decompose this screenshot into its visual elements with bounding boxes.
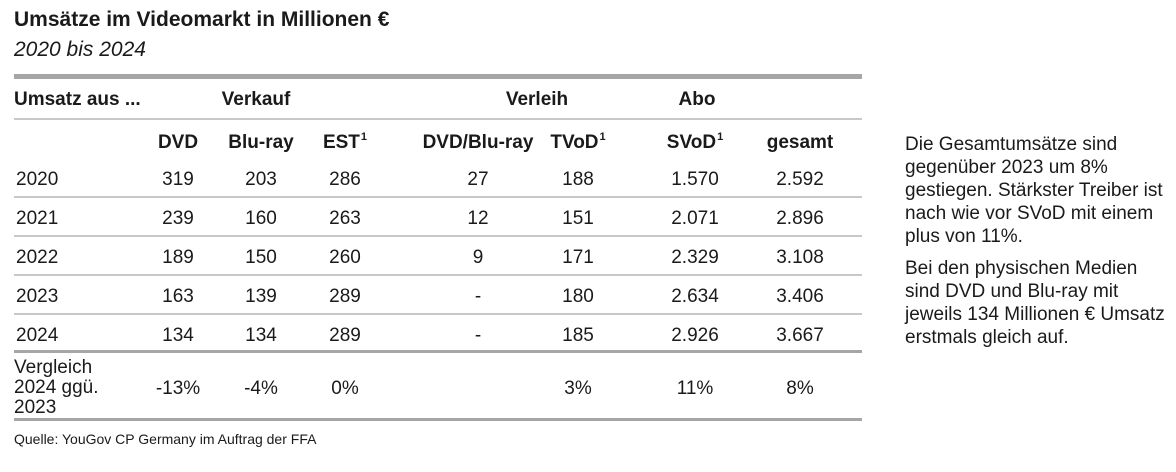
comparison-label-line: Vergleich <box>14 357 93 378</box>
comparison-label: Vergleich 2024 ggü. 2023 <box>14 358 134 418</box>
table-cell: 150 <box>245 247 277 268</box>
table-cell: 185 <box>562 325 594 346</box>
group-abo: Abo <box>678 89 716 110</box>
row-divider <box>14 313 862 315</box>
sidebar-paragraph: Die Gesamtumsätze sind gegenüber 2023 um… <box>905 134 1163 247</box>
table-cell: 2.071 <box>671 208 719 229</box>
table-cell: 319 <box>162 169 194 190</box>
column-header-label: SVoD <box>666 132 717 153</box>
table-cell: 286 <box>329 169 361 190</box>
table-cell: 188 <box>562 169 594 190</box>
table-cell: 2.926 <box>671 325 719 346</box>
bottom-rule <box>14 418 862 421</box>
table-cell: 134 <box>245 325 277 346</box>
table-cell: 3.667 <box>776 325 824 346</box>
comparison-cell: -13% <box>155 378 201 399</box>
comparison-cell: 0% <box>331 378 359 399</box>
column-header-label: TVoD <box>550 132 599 153</box>
table-row-year: 2024 <box>16 325 59 346</box>
comparison-cell: 11% <box>676 378 714 399</box>
sidebar-text: Die Gesamtumsätze sind gegenüber 2023 um… <box>905 133 1167 358</box>
group-verleih: Verleih <box>505 89 569 110</box>
table-cell: 289 <box>329 286 361 307</box>
column-header: SVoD1 <box>666 131 724 154</box>
header-rule <box>14 118 862 120</box>
row-divider <box>14 274 862 276</box>
comparison-label-line: 2024 ggü. <box>14 377 99 398</box>
table-cell: 12 <box>467 208 489 229</box>
table-cell: 3.108 <box>776 247 824 268</box>
column-header-label: gesamt <box>766 132 834 153</box>
comparison-cell: 8% <box>786 378 814 399</box>
table-cell: 171 <box>562 247 594 268</box>
row-divider <box>14 196 862 198</box>
table-cell: 2.329 <box>671 247 719 268</box>
row-divider <box>14 235 862 237</box>
table-cell: 139 <box>245 286 277 307</box>
table-cell: 263 <box>329 208 361 229</box>
group-verkauf: Verkauf <box>221 89 291 110</box>
column-header-label: EST <box>322 132 360 153</box>
column-header: TVoD1 <box>550 131 606 154</box>
table-row-year: 2023 <box>16 286 59 307</box>
column-header-label: Blu-ray <box>228 132 294 153</box>
table-cell: - <box>474 325 482 346</box>
table-row-header: Umsatz aus ... <box>14 89 141 110</box>
table-cell: 1.570 <box>671 169 719 190</box>
table-row-year: 2020 <box>16 169 59 190</box>
footnote-marker: 1 <box>717 131 724 143</box>
column-header: DVD <box>158 132 198 154</box>
column-header: Blu-ray <box>228 132 293 154</box>
table-cell: 180 <box>562 286 594 307</box>
column-header: EST1 <box>322 131 368 154</box>
table-cell: 2.896 <box>776 208 824 229</box>
page-title: Umsätze im Videomarkt in Millionen € <box>14 8 390 31</box>
column-header: gesamt <box>767 132 834 154</box>
table-cell: 160 <box>245 208 277 229</box>
table-cell: 260 <box>329 247 361 268</box>
table-row-year: 2021 <box>16 208 59 229</box>
table-cell: 2.634 <box>671 286 719 307</box>
table-cell: 151 <box>562 208 594 229</box>
table-cell: 134 <box>162 325 194 346</box>
table-cell: 3.406 <box>776 286 824 307</box>
footnote-marker: 1 <box>360 131 368 143</box>
comparison-cell: -4% <box>244 378 278 399</box>
comparison-label-line: 2023 <box>14 397 57 418</box>
page-subtitle: 2020 bis 2024 <box>14 38 146 61</box>
footnote-marker: 1 <box>599 131 606 143</box>
table-cell: 163 <box>162 286 194 307</box>
table-cell: 203 <box>245 169 277 190</box>
top-rule <box>14 74 862 79</box>
table-cell: - <box>474 286 482 307</box>
table-row-year: 2022 <box>16 247 59 268</box>
table-cell: 9 <box>472 247 484 268</box>
table-cell: 2.592 <box>776 169 824 190</box>
table-cell: 289 <box>329 325 361 346</box>
table-cell: 189 <box>162 247 194 268</box>
table-cell: 27 <box>467 169 489 190</box>
column-header-label: DVD <box>157 132 199 153</box>
sidebar-paragraph: Bei den physischen Medien sind DVD und B… <box>905 258 1165 348</box>
comparison-cell: 3% <box>564 378 592 399</box>
comparison-rule <box>14 350 862 353</box>
table-cell: 239 <box>162 208 194 229</box>
column-header: DVD/Blu-ray <box>423 132 534 154</box>
source-note: Quelle: YouGov CP Germany im Auftrag der… <box>14 431 317 447</box>
column-header-label: DVD/Blu-ray <box>422 132 534 153</box>
